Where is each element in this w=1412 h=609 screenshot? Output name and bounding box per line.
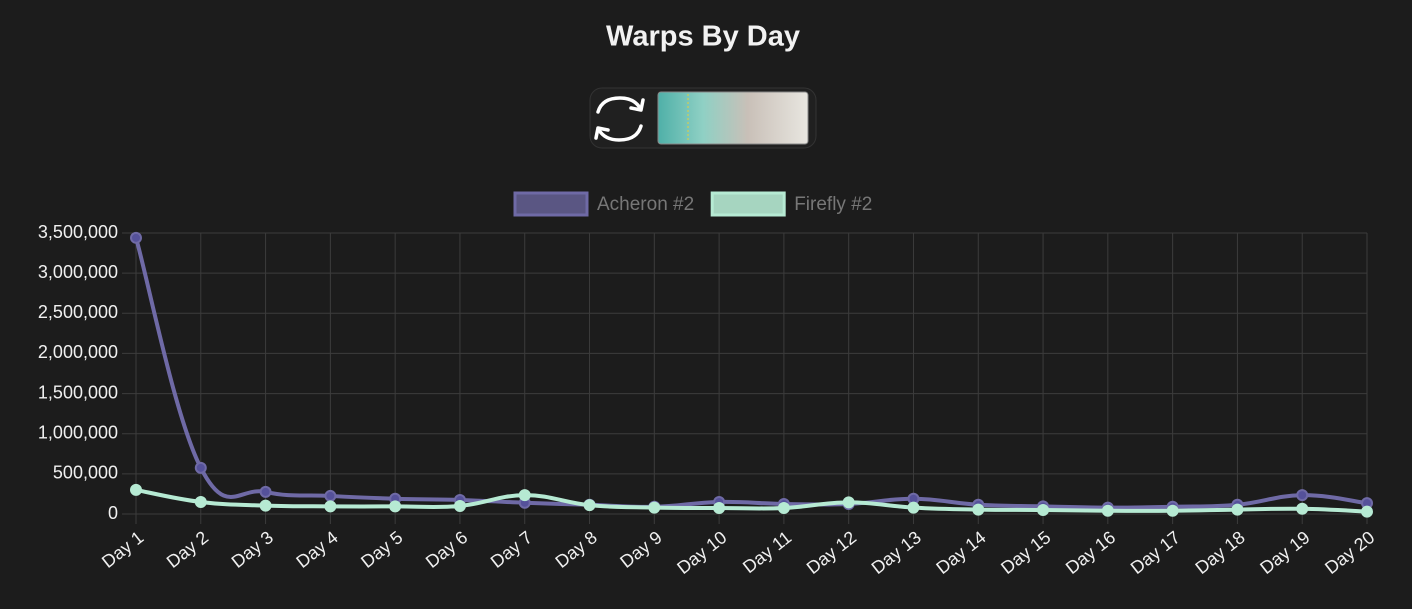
data-point	[453, 499, 466, 512]
y-tick-label: 1,500,000	[38, 382, 118, 402]
data-point	[1296, 502, 1309, 515]
legend-swatch	[710, 191, 786, 217]
data-point	[842, 496, 855, 509]
data-point	[194, 461, 207, 474]
data-point	[907, 501, 920, 514]
data-point	[1296, 489, 1309, 502]
y-tick-label: 500,000	[53, 463, 118, 483]
y-tick-label: 2,000,000	[38, 342, 118, 362]
data-point	[972, 503, 985, 516]
data-point	[1037, 503, 1050, 516]
data-point	[1166, 504, 1179, 517]
data-point	[324, 489, 337, 502]
y-tick-label: 1,000,000	[38, 422, 118, 442]
data-point	[1361, 505, 1373, 518]
data-point	[1101, 504, 1114, 517]
y-tick-label: 3,000,000	[38, 262, 118, 282]
legend-swatch	[513, 191, 589, 217]
data-point	[194, 495, 207, 508]
y-tick-label: 2,500,000	[38, 302, 118, 322]
y-tick-label: 0	[108, 503, 118, 523]
data-point	[713, 501, 726, 514]
data-point	[583, 499, 596, 512]
data-point	[777, 501, 790, 514]
data-point	[130, 483, 142, 496]
data-point	[130, 231, 142, 244]
data-point	[648, 501, 661, 514]
data-point	[324, 500, 337, 513]
y-tick-label: 3,500,000	[38, 222, 118, 242]
data-point	[518, 489, 531, 502]
banner-image	[657, 91, 809, 145]
data-point	[1231, 503, 1244, 516]
legend-item[interactable]: Acheron #2	[513, 191, 694, 217]
legend-label: Firefly #2	[794, 194, 872, 215]
series-line	[135, 487, 1368, 514]
legend-item[interactable]: Firefly #2	[710, 191, 872, 217]
data-point	[389, 500, 402, 513]
data-point	[259, 485, 272, 498]
chart-title: Warps By Day	[606, 21, 800, 53]
banner-toggle[interactable]	[589, 87, 817, 149]
refresh-icon	[594, 96, 645, 142]
legend-label: Acheron #2	[597, 194, 694, 215]
data-point	[259, 499, 272, 512]
